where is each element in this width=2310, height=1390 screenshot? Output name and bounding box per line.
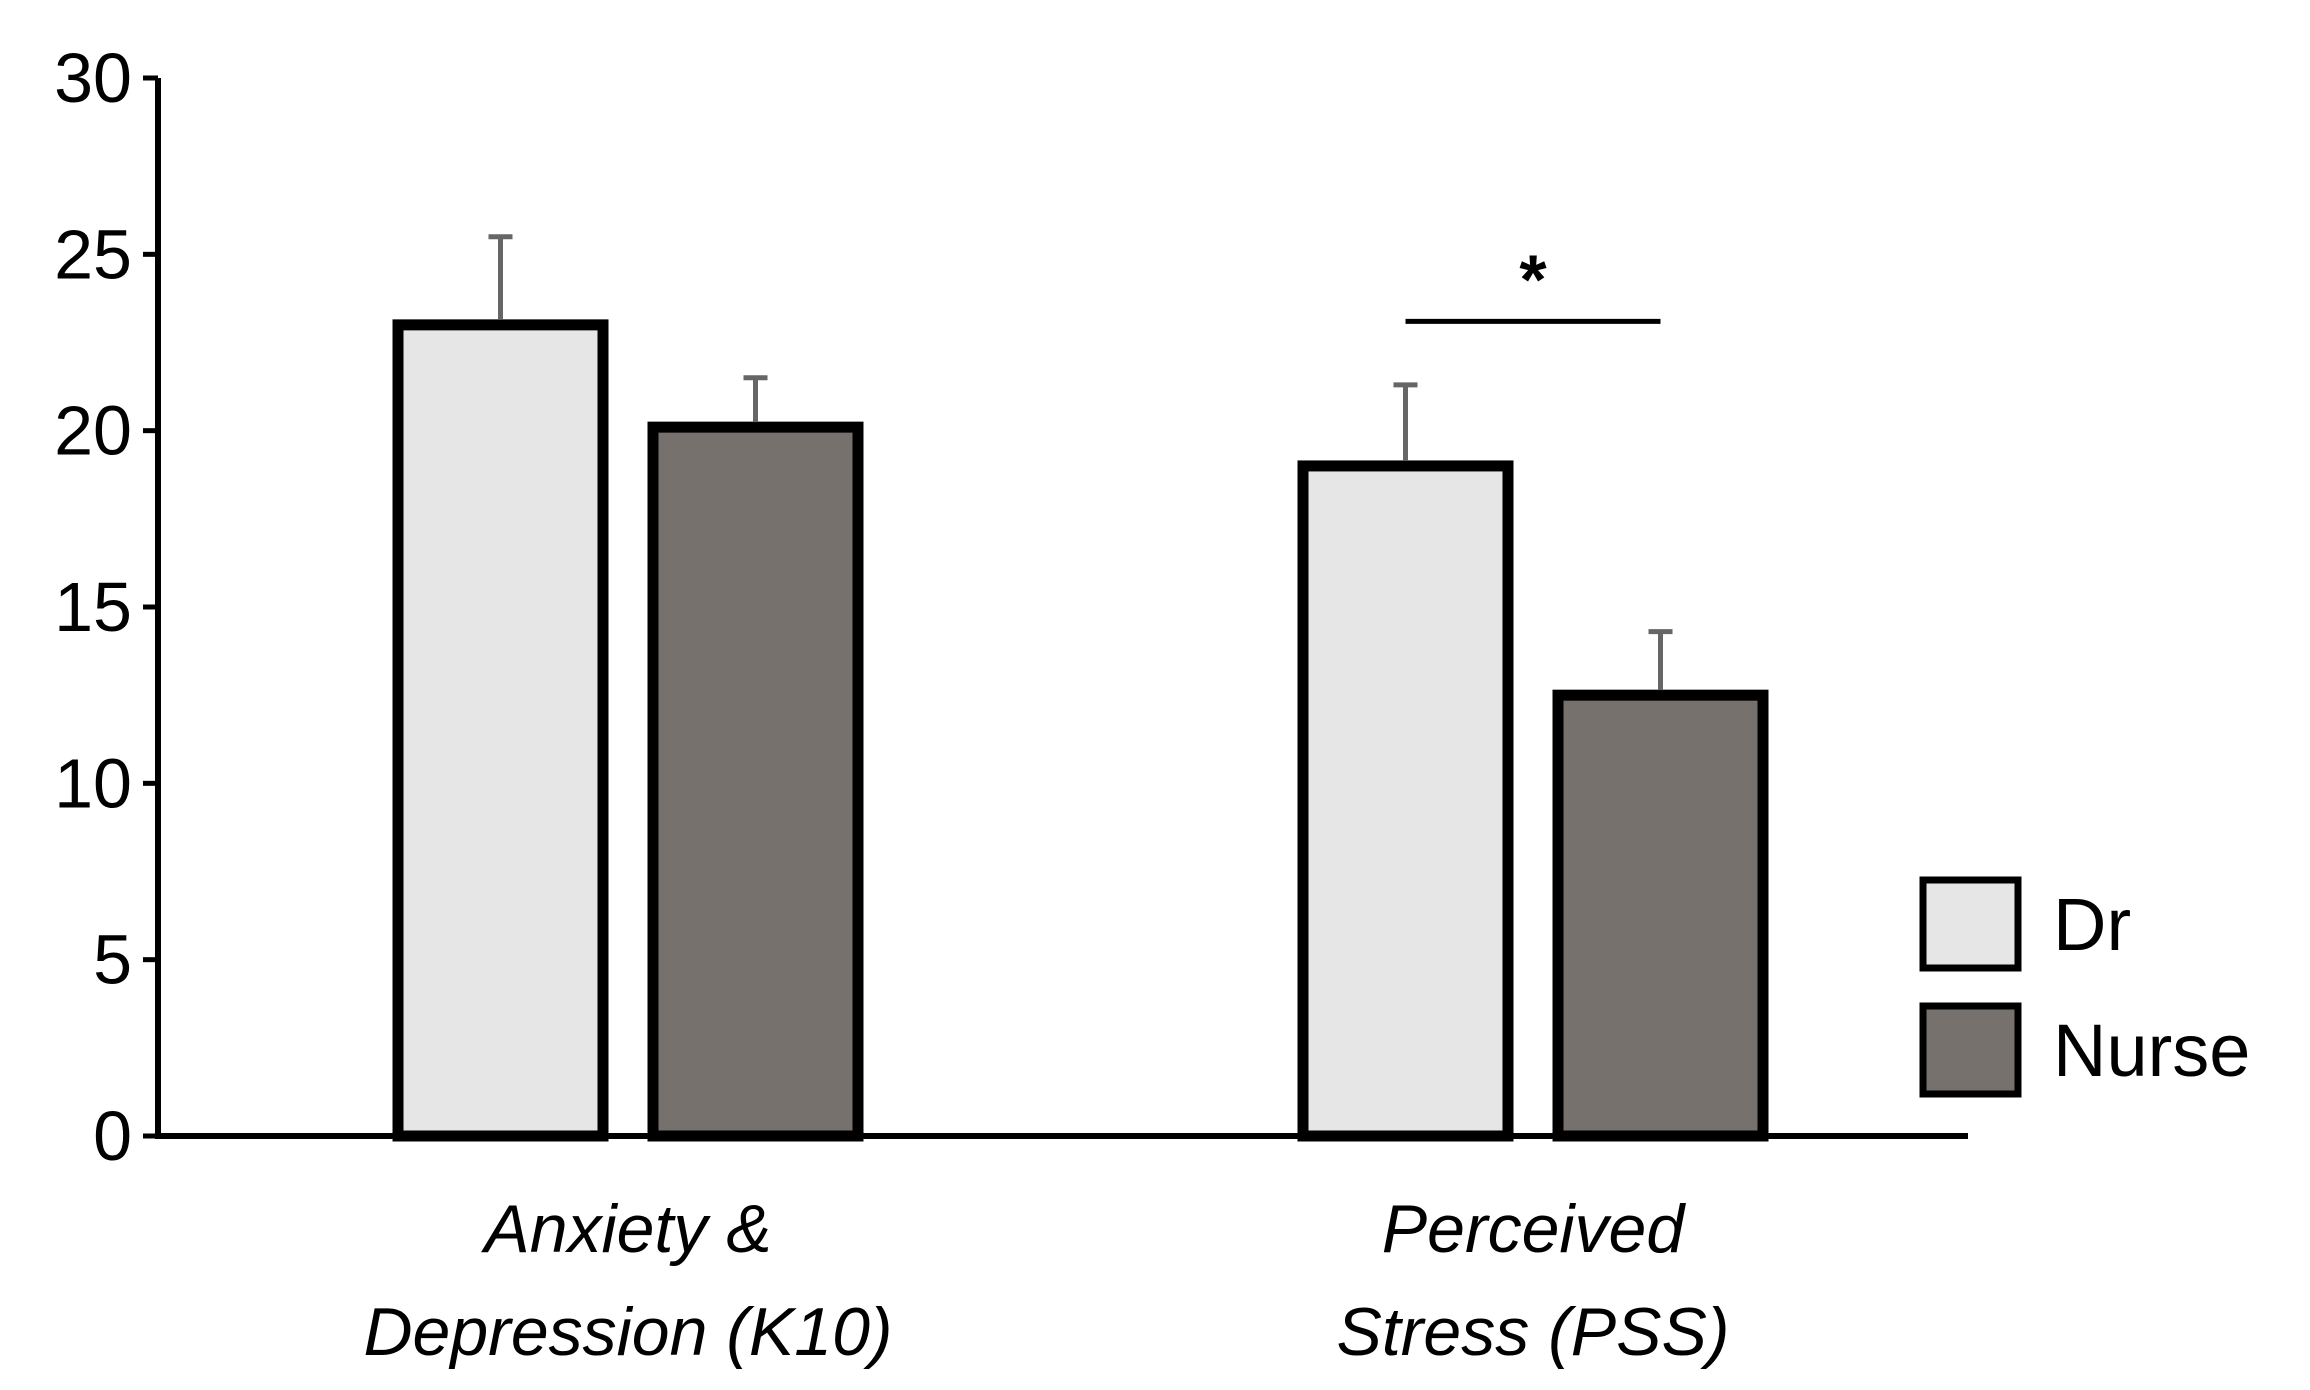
legend-label-nurse: Nurse — [2053, 1009, 2250, 1092]
y-tick-label: 10 — [54, 744, 132, 822]
y-tick-label: 30 — [54, 39, 132, 117]
bar-dr-1 — [1297, 460, 1514, 1142]
category-label-line1: Perceived — [1382, 1191, 1687, 1267]
y-tick-label: 15 — [54, 568, 132, 646]
legend-swatch-dr — [1919, 876, 2022, 972]
y-tick-label: 0 — [93, 1097, 132, 1175]
category-label-line2: Depression (K10) — [363, 1294, 892, 1370]
significance-layer: * — [1405, 240, 1661, 324]
bar-dr-0 — [392, 319, 609, 1142]
y-tick-label: 25 — [54, 215, 132, 293]
error-bars-layer — [488, 234, 1673, 691]
bars-layer — [392, 319, 1769, 1142]
significance-star: * — [1519, 240, 1547, 318]
y-tick-label: 20 — [54, 392, 132, 470]
legend: Dr Nurse — [1919, 876, 2250, 1098]
bar-nurse-1 — [1552, 689, 1769, 1142]
legend-label-dr: Dr — [2053, 883, 2131, 966]
category-label-line1: Anxiety & — [480, 1191, 771, 1267]
category-labels-layer: Anxiety & Depression (K10) Perceived Stress… — [363, 1191, 1729, 1370]
bar-nurse-0 — [647, 421, 864, 1142]
y-tick-label: 5 — [93, 921, 132, 999]
y-ticks-layer: 0 5 10 15 20 25 30 — [54, 39, 158, 1175]
category-label-line2: Stress (PSS) — [1337, 1294, 1730, 1370]
legend-swatch-nurse — [1919, 1002, 2022, 1098]
